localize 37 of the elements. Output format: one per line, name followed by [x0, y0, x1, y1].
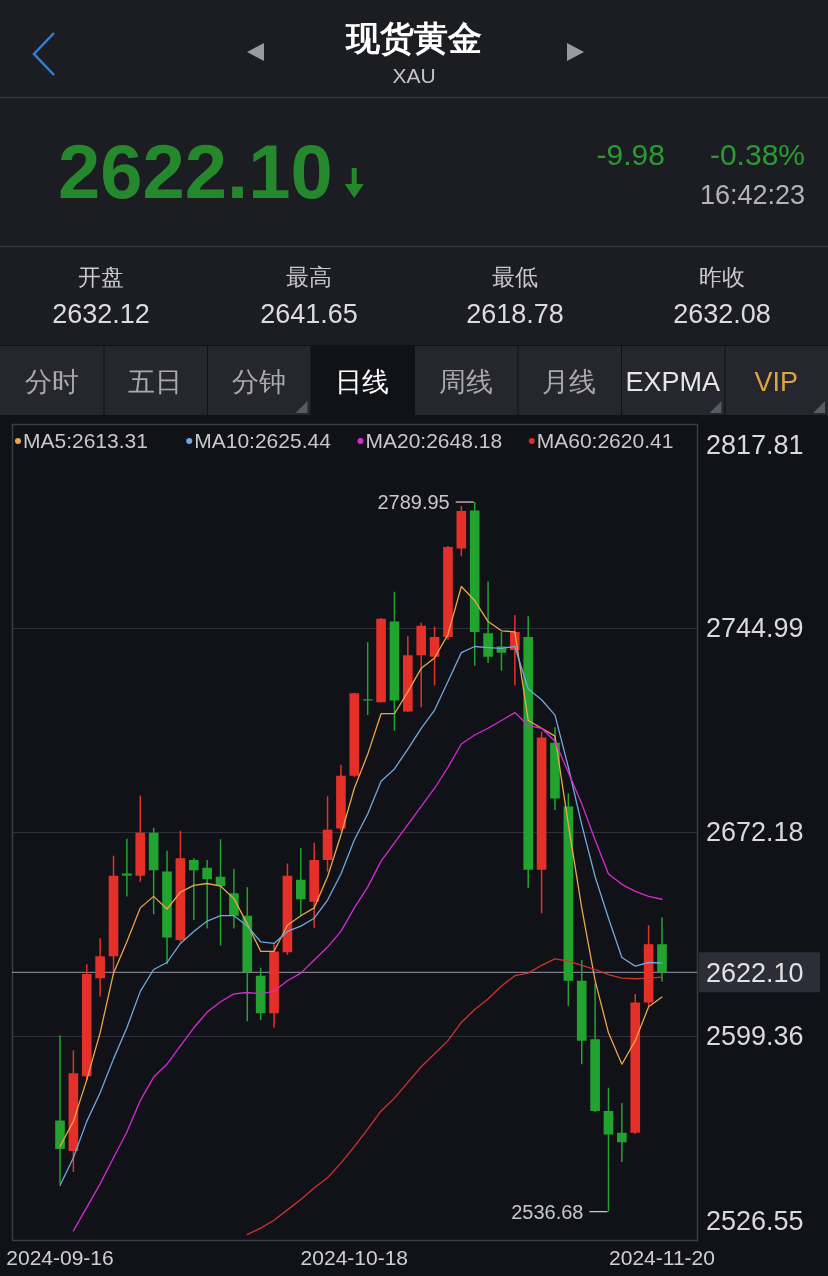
chart-subtitle: XAU	[392, 64, 436, 87]
legend-label: MA5:2613.31	[23, 429, 148, 453]
y-tick-label: 2599.36	[706, 1021, 804, 1052]
text: 2641.65	[260, 299, 358, 329]
text: 最高	[286, 264, 332, 290]
y-tick-label: 2526.55	[706, 1206, 804, 1237]
legend-label: MA20:2648.18	[365, 429, 503, 453]
text: 16:42:23	[699, 180, 805, 210]
text: VIP	[754, 367, 799, 397]
y-tick-label: 2744.99	[706, 613, 804, 644]
x-tick-label: 2024-10-18	[300, 1246, 409, 1269]
legend-label: MA60:2620.41	[536, 429, 674, 453]
x-tick-label: 2024-11-20	[609, 1246, 715, 1269]
text: -9.98	[596, 138, 665, 171]
text: 昨收	[699, 264, 745, 290]
chart-title: 现货黄金	[344, 19, 482, 57]
y-tick-label: 2672.18	[706, 817, 804, 848]
text: 开盘	[78, 264, 124, 290]
text: 周线	[438, 367, 493, 397]
text: 2618.78	[466, 299, 564, 329]
x-tick-label: 2024-09-16	[6, 1246, 114, 1269]
annotation: 2536.68	[511, 1200, 584, 1223]
text: 2622.10	[58, 129, 333, 214]
text: EXPMA	[625, 367, 721, 397]
text: 分时	[24, 367, 79, 397]
legend-label: MA10:2625.44	[194, 429, 332, 453]
annotation: 2789.95	[377, 491, 450, 514]
ref-line-label: 2622.10	[706, 957, 804, 988]
text: 五日	[128, 367, 183, 397]
y-tick-label: 2817.81	[706, 430, 804, 461]
text: 分钟	[231, 367, 286, 397]
text: -0.38%	[709, 138, 805, 171]
text: 2632.08	[673, 299, 771, 329]
text: 日线	[335, 367, 390, 397]
text: 2632.12	[52, 299, 150, 329]
text: 最低	[492, 264, 538, 290]
text: 月线	[542, 367, 597, 397]
